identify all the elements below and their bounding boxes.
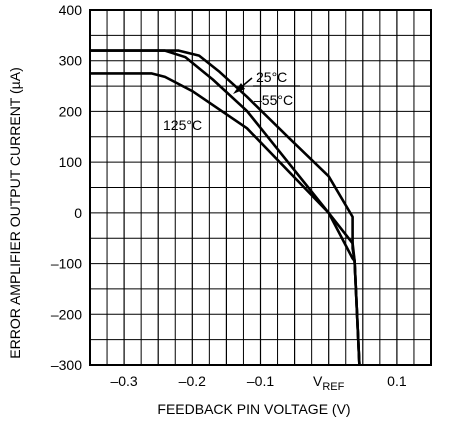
x-tick-label: –0.2 (179, 373, 206, 389)
y-tick-labels: 400 300 200 100 0 –100 –200 –300 (51, 2, 82, 373)
curve-label: 125°C (163, 117, 202, 133)
y-tick-label: 400 (59, 2, 83, 18)
x-tick-label: VREF (313, 373, 345, 393)
series-line-2 (90, 72, 361, 366)
x-tick-label: 0.1 (387, 373, 407, 389)
curves (90, 49, 361, 366)
x-axis-title: FEEDBACK PIN VOLTAGE (V) (157, 401, 350, 417)
curve-label: –55°C (254, 92, 293, 108)
y-tick-label: –300 (51, 357, 82, 373)
y-tick-label: –100 (51, 256, 82, 272)
y-tick-label: 100 (59, 154, 83, 170)
y-axis-title: ERROR AMPLIFIER OUTPUT CURRENT (µA) (7, 67, 23, 358)
plot-frame (89, 9, 432, 366)
x-tick-label: –0.3 (110, 373, 137, 389)
series-line-0 (90, 49, 361, 366)
y-tick-label: 200 (59, 103, 83, 119)
curve-labels: 25°C –55°C 125°C (163, 69, 300, 133)
arrow-head (233, 83, 245, 94)
y-tick-label: 0 (74, 205, 82, 221)
curve-label: 25°C (256, 69, 287, 85)
y-tick-label: 300 (59, 53, 83, 69)
x-tick-labels: –0.3 –0.2 –0.1 VREF 0.1 (110, 373, 406, 393)
x-tick-label: –0.1 (247, 373, 274, 389)
series-line-1 (90, 49, 361, 366)
y-tick-label: –200 (51, 306, 82, 322)
grid (90, 10, 431, 365)
